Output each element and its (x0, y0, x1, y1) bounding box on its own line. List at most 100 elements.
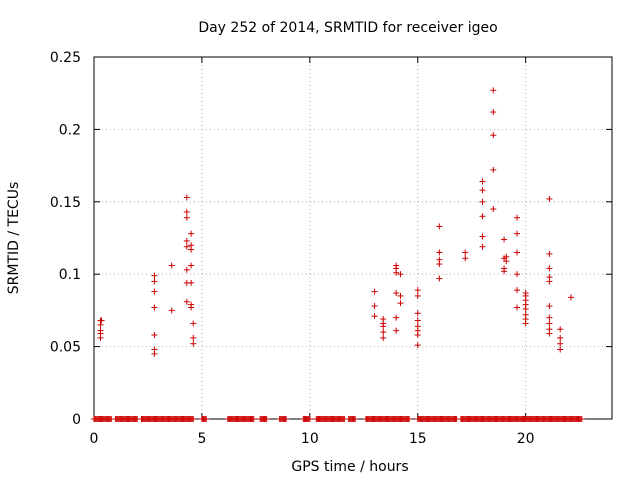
data-point (546, 250, 553, 257)
data-point (183, 243, 190, 250)
data-point-zero (306, 416, 313, 422)
y-tick-label: 0 (72, 412, 81, 428)
data-point (393, 269, 400, 276)
data-point (188, 304, 195, 311)
data-point (479, 213, 486, 220)
data-point (546, 303, 553, 310)
data-point (380, 323, 387, 330)
x-tick-label: 5 (197, 431, 206, 447)
data-point (546, 320, 553, 327)
data-point (188, 262, 195, 269)
y-tick-labels: 0 0.05 0.1 0.15 0.2 0.25 (50, 50, 81, 428)
y-tick-label: 0.25 (50, 50, 81, 66)
x-tick-label: 0 (90, 431, 99, 447)
data-point (151, 304, 158, 311)
data-point (380, 334, 387, 341)
data-point (371, 313, 378, 320)
data-point (393, 290, 400, 297)
data-point (414, 292, 421, 299)
data-point (514, 214, 521, 221)
y-axis-label: SRMTID / TECUs (6, 182, 22, 295)
data-point (479, 233, 486, 240)
data-point (546, 330, 553, 337)
data-point (188, 230, 195, 237)
x-tick-label: 10 (301, 431, 319, 447)
data-point (546, 195, 553, 202)
data-point (490, 166, 497, 173)
data-point (371, 288, 378, 295)
data-point (151, 272, 158, 279)
data-point (490, 132, 497, 139)
data-point (514, 271, 521, 278)
data-point (188, 279, 195, 286)
data-point (479, 178, 486, 185)
data-point (190, 340, 197, 347)
data-point (414, 332, 421, 339)
data-point (371, 303, 378, 310)
data-point (567, 294, 574, 301)
data-point (514, 249, 521, 256)
data-point-zero (263, 416, 270, 422)
data-point (501, 268, 508, 275)
data-point (436, 223, 443, 230)
data-point-zero (250, 416, 257, 422)
data-point (183, 266, 190, 273)
data-point (183, 298, 190, 305)
data-point (436, 249, 443, 256)
data-point (436, 261, 443, 268)
data-point (183, 237, 190, 244)
data-point (546, 278, 553, 285)
data-point (188, 246, 195, 253)
data-point (503, 258, 510, 265)
data-point (168, 262, 175, 269)
data-point (414, 342, 421, 349)
data-point (414, 287, 421, 294)
chart-title: Day 252 of 2014, SRMTID for receiver ige… (198, 20, 497, 36)
data-point (393, 314, 400, 321)
data-point-zero (578, 416, 585, 422)
data-point (479, 198, 486, 205)
data-point (397, 300, 404, 307)
x-tick-label: 20 (517, 431, 535, 447)
y-tick-label: 0.2 (59, 122, 81, 138)
data-point (490, 109, 497, 116)
data-point (414, 310, 421, 317)
data-point (168, 307, 175, 314)
data-point (522, 305, 529, 312)
data-point (151, 278, 158, 285)
data-point (393, 327, 400, 334)
x-axis-label: GPS time / hours (291, 459, 408, 475)
y-tick-label: 0.1 (59, 267, 81, 283)
data-point (436, 275, 443, 282)
data-point (190, 320, 197, 327)
data-point (97, 334, 104, 341)
data-point (490, 206, 497, 213)
y-tick-label: 0.05 (50, 340, 81, 356)
data-point (183, 214, 190, 221)
y-tick-label: 0.15 (50, 195, 81, 211)
data-point (397, 292, 404, 299)
data-point (190, 334, 197, 341)
data-point (557, 334, 564, 341)
data-point (514, 304, 521, 311)
data-point-zero (203, 416, 210, 422)
data-point (97, 321, 104, 328)
data-point (522, 320, 529, 327)
data-point (546, 265, 553, 272)
data-points (91, 87, 585, 422)
data-point (98, 317, 105, 324)
data-point (462, 249, 469, 256)
data-point (462, 255, 469, 262)
x-tick-label: 15 (409, 431, 427, 447)
data-point-zero (352, 416, 359, 422)
data-point (557, 326, 564, 333)
data-point (183, 208, 190, 215)
data-point (557, 340, 564, 347)
data-point (514, 287, 521, 294)
data-point (501, 236, 508, 243)
data-point (479, 243, 486, 250)
data-point-zero (190, 416, 197, 422)
data-point (151, 350, 158, 357)
data-point (546, 314, 553, 321)
